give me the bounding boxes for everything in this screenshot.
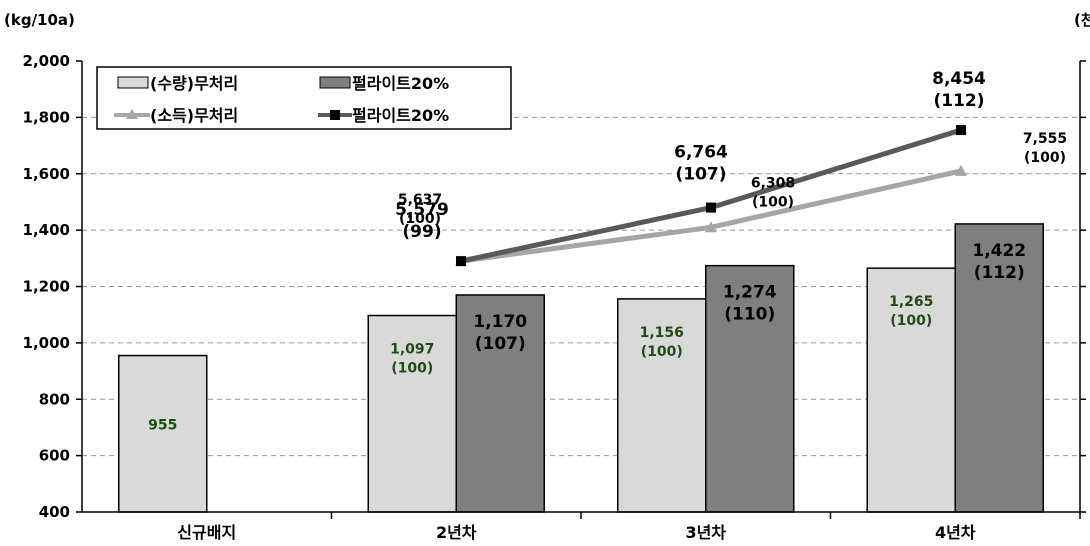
x-tick-label: 신규배지 [177, 523, 236, 542]
bar-perlite-value-label: 1,422 [972, 241, 1026, 261]
income-untreated-value-label: 7,555 [1023, 131, 1067, 147]
income-perlite-index-label: (99) [402, 222, 441, 242]
bar-perlite-index-label: (112) [974, 263, 1025, 283]
bar-perlite-value-label: 1,274 [723, 283, 777, 303]
income-marker-perlite [706, 202, 716, 213]
legend-label-bar-untreated: (수량)무처리 [150, 74, 238, 93]
bar-untreated [866, 267, 956, 513]
legend-swatch-bar-perlite [319, 76, 351, 89]
income-marker-perlite [456, 256, 466, 267]
x-tick-label: 4년차 [935, 523, 976, 542]
y-tick-label: 1,200 [23, 278, 70, 296]
income-marker-perlite [956, 125, 966, 136]
income-perlite-index-label: (112) [933, 91, 984, 111]
y-tick-label: 1,800 [23, 108, 70, 126]
bar-perlite [705, 264, 795, 513]
bar-untreated-value-label: 1,097 [390, 342, 434, 358]
y-tick-label: 1,400 [23, 221, 70, 239]
data-labels: 9551,097(100)1,156(100)1,265(100)1,170(1… [148, 69, 1067, 434]
bar-perlite [954, 223, 1044, 513]
bar-untreated [118, 354, 208, 513]
bar-untreated [617, 298, 707, 513]
bar-untreated-value-label: 1,156 [640, 325, 684, 341]
income-untreated-value-label: 6,308 [751, 175, 795, 191]
bar-perlite-index-label: (110) [724, 305, 775, 325]
gridlines [82, 116, 1080, 457]
y-tick-label: 600 [39, 447, 70, 465]
income-marker-untreated [955, 164, 967, 176]
x-tick-label: 2년차 [436, 523, 477, 542]
income-perlite-index-label: (107) [675, 165, 726, 185]
bar-untreated-value-label: 955 [148, 418, 177, 434]
bars [118, 223, 1044, 513]
y-tick-label: 800 [39, 390, 70, 408]
legend-label-income-untreated: (소득)무처리 [150, 106, 238, 125]
y-tick-label: 1,600 [23, 165, 70, 183]
bar-untreated-index-label: (100) [391, 361, 433, 377]
income-untreated-index-label: (100) [399, 211, 441, 227]
legend-marker-square-icon [330, 110, 340, 120]
legend-marker-triangle-icon [126, 109, 138, 119]
bar-untreated-value-label: 1,265 [889, 294, 933, 310]
y-tick-label: 2,000 [23, 52, 70, 70]
bar-untreated-index-label: (100) [890, 313, 932, 329]
income-untreated-index-label: (100) [752, 194, 794, 210]
income-perlite-value-label: 6,764 [674, 143, 728, 163]
income-perlite-value-label: 8,454 [932, 69, 986, 89]
legend-box [96, 66, 512, 130]
y-tick-label: 1,000 [23, 334, 70, 352]
bar-perlite [455, 294, 545, 513]
income-perlite-value-label: 5,579 [395, 200, 449, 220]
income-lines [455, 125, 967, 267]
y-tick-label: 400 [39, 503, 70, 521]
bar-perlite-index-label: (107) [475, 334, 526, 354]
income-untreated-value-label: 5,637 [398, 192, 442, 208]
legend-swatch-bar-untreated [117, 76, 149, 89]
x-tick-label: 3년차 [685, 523, 726, 542]
y-axis-unit-left: (kg/10a) [4, 11, 75, 29]
income-marker-untreated [705, 221, 717, 233]
legend: (수량)무처리 펄라이트20% (소득)무처리 펄라이트20% [96, 66, 512, 130]
bar-untreated-index-label: (100) [641, 344, 683, 360]
legend-label-bar-perlite: 펄라이트20% [352, 74, 449, 93]
axes: 2,000 1,800 1,600 1,400 1,200 1,000 800 600 400 신… [23, 52, 1086, 542]
income-untreated-index-label: (100) [1024, 150, 1066, 166]
y-axis-unit-right: (천 [1074, 11, 1090, 29]
bar-perlite-value-label: 1,170 [473, 312, 527, 332]
legend-label-income-perlite: 펄라이트20% [352, 106, 449, 125]
